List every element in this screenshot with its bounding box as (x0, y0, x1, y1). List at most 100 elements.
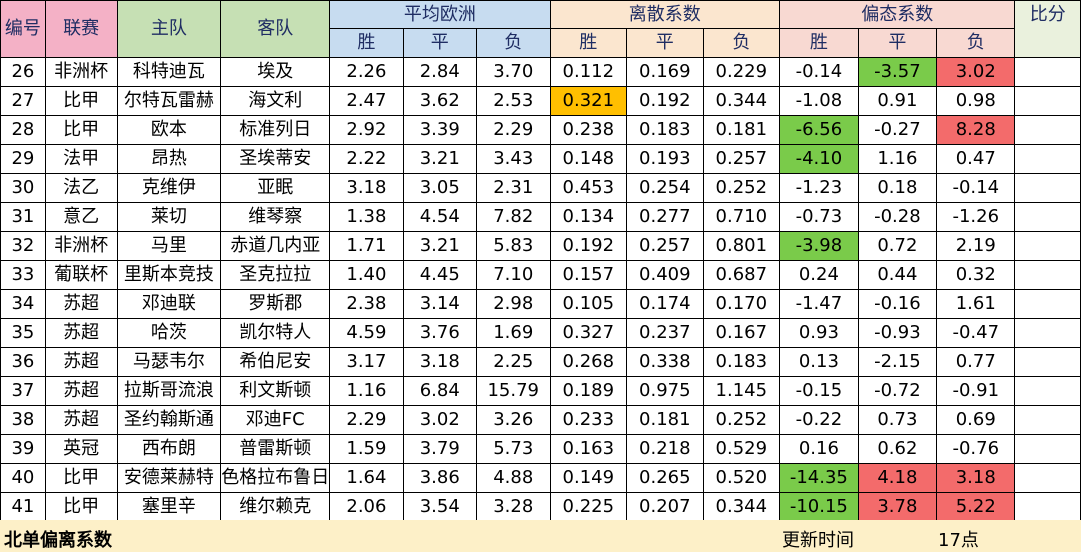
cell-disp-win[interactable]: 0.238 (549, 115, 628, 145)
cell-disp-win[interactable]: 0.105 (549, 289, 628, 319)
cell-league[interactable]: 苏超 (44, 347, 118, 377)
cell-skew-win[interactable]: -1.08 (779, 86, 859, 116)
cell-skew-draw[interactable]: -2.15 (857, 347, 938, 377)
cell-avg-win[interactable]: 2.26 (329, 57, 404, 87)
cell-score[interactable] (1014, 289, 1081, 319)
cell-score[interactable] (1014, 57, 1081, 87)
cell-avg-win[interactable]: 1.71 (329, 231, 404, 261)
cell-avg-lose[interactable]: 2.25 (475, 347, 551, 377)
cell-id[interactable]: 37 (0, 376, 46, 406)
cell-disp-win[interactable]: 0.233 (549, 405, 628, 435)
cell-id[interactable]: 27 (0, 86, 46, 116)
cell-away[interactable]: 维尔赖克 (220, 492, 331, 522)
cell-skew-win[interactable]: 0.13 (779, 347, 859, 377)
cell-skew-win[interactable]: 0.93 (779, 318, 859, 348)
cell-avg-lose[interactable]: 1.69 (475, 318, 551, 348)
cell-league[interactable]: 意乙 (44, 202, 118, 232)
cell-disp-lose[interactable]: 0.344 (702, 86, 781, 116)
cell-avg-lose[interactable]: 3.70 (475, 57, 551, 87)
cell-away[interactable]: 邓迪FC (220, 405, 331, 435)
cell-skew-lose[interactable]: 2.19 (936, 231, 1016, 261)
cell-score[interactable] (1014, 202, 1081, 232)
cell-skew-lose[interactable]: 0.77 (936, 347, 1016, 377)
cell-skew-win[interactable]: -10.15 (779, 492, 859, 522)
cell-home[interactable]: 克维伊 (116, 173, 222, 203)
cell-avg-lose[interactable]: 2.29 (475, 115, 551, 145)
cell-home[interactable]: 莱切 (116, 202, 222, 232)
cell-disp-lose[interactable]: 0.520 (702, 463, 781, 493)
subheader-disp-lose[interactable]: 负 (702, 28, 781, 58)
cell-skew-draw[interactable]: -3.57 (857, 57, 938, 87)
cell-disp-lose[interactable]: 0.252 (702, 405, 781, 435)
cell-avg-draw[interactable]: 3.18 (402, 347, 477, 377)
cell-disp-draw[interactable]: 0.183 (626, 115, 704, 145)
header-skewness[interactable]: 偏态系数 (779, 0, 1016, 29)
cell-avg-draw[interactable]: 3.39 (402, 115, 477, 145)
cell-avg-win[interactable]: 1.40 (329, 260, 404, 290)
cell-disp-lose[interactable]: 0.710 (702, 202, 781, 232)
cell-avg-draw[interactable]: 3.05 (402, 173, 477, 203)
cell-disp-lose[interactable]: 0.229 (702, 57, 781, 87)
cell-skew-win[interactable]: -1.47 (779, 289, 859, 319)
cell-avg-win[interactable]: 1.16 (329, 376, 404, 406)
cell-disp-draw[interactable]: 0.338 (626, 347, 704, 377)
cell-away[interactable]: 埃及 (220, 57, 331, 87)
cell-league[interactable]: 比甲 (44, 492, 118, 522)
cell-disp-win[interactable]: 0.163 (549, 434, 628, 464)
cell-disp-win[interactable]: 0.112 (549, 57, 628, 87)
cell-avg-draw[interactable]: 3.02 (402, 405, 477, 435)
cell-skew-win[interactable]: -0.15 (779, 376, 859, 406)
cell-avg-win[interactable]: 2.06 (329, 492, 404, 522)
cell-disp-lose[interactable]: 0.257 (702, 144, 781, 174)
cell-home[interactable]: 拉斯哥流浪 (116, 376, 222, 406)
cell-away[interactable]: 亚眠 (220, 173, 331, 203)
cell-away[interactable]: 圣克拉拉 (220, 260, 331, 290)
cell-skew-draw[interactable]: 0.44 (857, 260, 938, 290)
cell-disp-lose[interactable]: 0.801 (702, 231, 781, 261)
cell-avg-win[interactable]: 4.59 (329, 318, 404, 348)
cell-home[interactable]: 塞里辛 (116, 492, 222, 522)
cell-home[interactable]: 西布朗 (116, 434, 222, 464)
cell-disp-win[interactable]: 0.225 (549, 492, 628, 522)
cell-skew-win[interactable]: -0.14 (779, 57, 859, 87)
cell-id[interactable]: 31 (0, 202, 46, 232)
cell-score[interactable] (1014, 405, 1081, 435)
cell-skew-draw[interactable]: 0.62 (857, 434, 938, 464)
cell-skew-win[interactable]: -0.73 (779, 202, 859, 232)
cell-away[interactable]: 标准列日 (220, 115, 331, 145)
cell-disp-draw[interactable]: 0.265 (626, 463, 704, 493)
cell-score[interactable] (1014, 173, 1081, 203)
cell-id[interactable]: 38 (0, 405, 46, 435)
cell-league[interactable]: 苏超 (44, 376, 118, 406)
cell-league[interactable]: 葡联杯 (44, 260, 118, 290)
cell-disp-lose[interactable]: 0.170 (702, 289, 781, 319)
cell-disp-win[interactable]: 0.268 (549, 347, 628, 377)
cell-avg-win[interactable]: 2.47 (329, 86, 404, 116)
subheader-avg-lose[interactable]: 负 (475, 28, 551, 58)
cell-score[interactable] (1014, 318, 1081, 348)
cell-avg-win[interactable]: 2.22 (329, 144, 404, 174)
cell-skew-lose[interactable]: 0.98 (936, 86, 1016, 116)
cell-disp-draw[interactable]: 0.174 (626, 289, 704, 319)
header-score[interactable]: 比分 (1014, 0, 1081, 29)
cell-disp-win[interactable]: 0.453 (549, 173, 628, 203)
header-avg-odds[interactable]: 平均欧洲 (329, 0, 551, 29)
cell-avg-win[interactable]: 3.18 (329, 173, 404, 203)
cell-away[interactable]: 罗斯郡 (220, 289, 331, 319)
cell-score[interactable] (1014, 492, 1081, 522)
cell-disp-draw[interactable]: 0.975 (626, 376, 704, 406)
cell-avg-draw[interactable]: 3.79 (402, 434, 477, 464)
cell-id[interactable]: 32 (0, 231, 46, 261)
cell-home[interactable]: 昂热 (116, 144, 222, 174)
cell-score[interactable] (1014, 115, 1081, 145)
cell-skew-lose[interactable]: 0.32 (936, 260, 1016, 290)
cell-league[interactable]: 苏超 (44, 318, 118, 348)
cell-avg-draw[interactable]: 3.62 (402, 86, 477, 116)
cell-away[interactable]: 海文利 (220, 86, 331, 116)
cell-skew-lose[interactable]: 8.28 (936, 115, 1016, 145)
cell-disp-draw[interactable]: 0.257 (626, 231, 704, 261)
cell-away[interactable]: 普雷斯顿 (220, 434, 331, 464)
subheader-skew-draw[interactable]: 平 (857, 28, 938, 58)
cell-disp-win[interactable]: 0.148 (549, 144, 628, 174)
cell-avg-lose[interactable]: 5.73 (475, 434, 551, 464)
